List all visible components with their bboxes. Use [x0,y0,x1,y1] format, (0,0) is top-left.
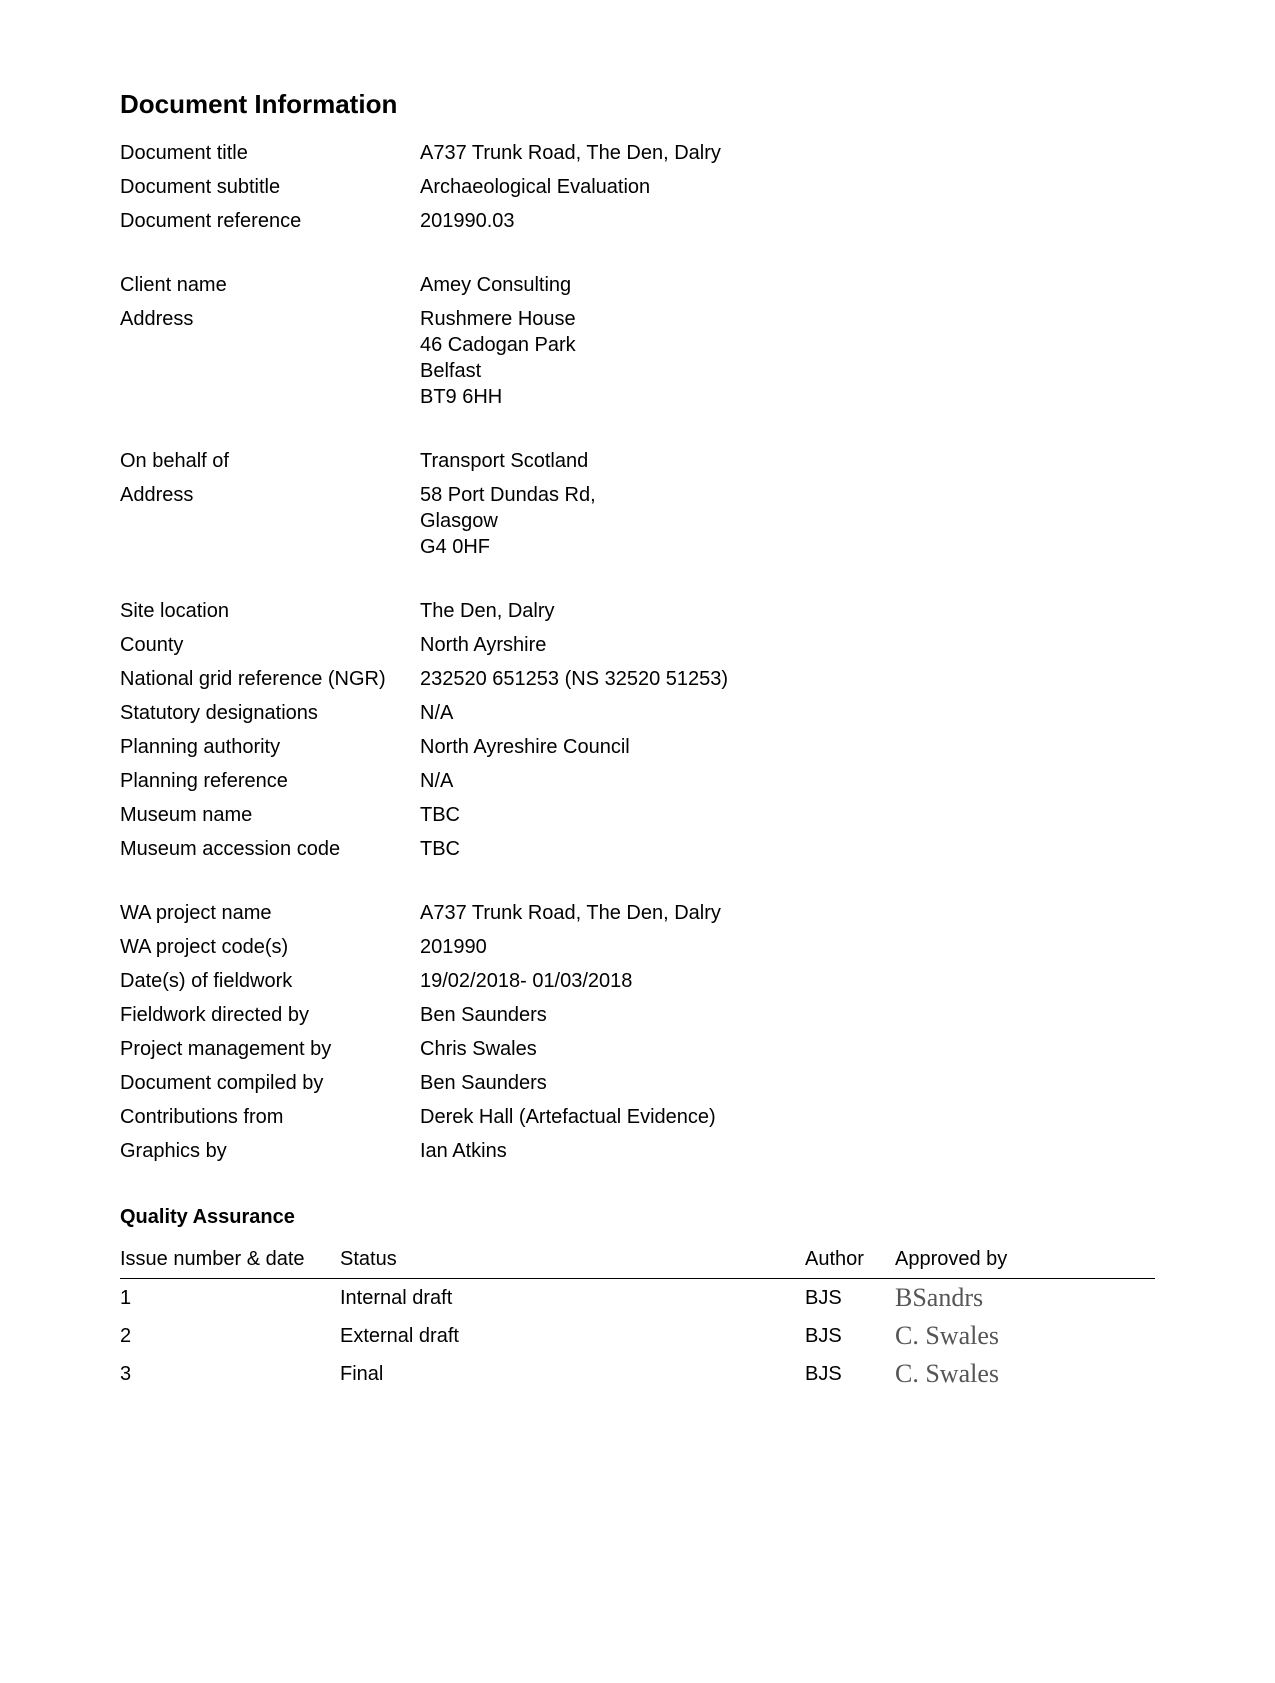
info-value: 19/02/2018- 01/03/2018 [420,968,1155,994]
info-label: Statutory designations [120,700,420,726]
info-row: WA project code(s)201990 [120,934,1155,960]
info-label: Site location [120,598,420,624]
info-row: Project management byChris Swales [120,1036,1155,1062]
info-value: Rushmere House 46 Cadogan Park Belfast B… [420,306,1155,410]
info-value: Archaeological Evaluation [420,174,1155,200]
info-label: On behalf of [120,448,420,474]
info-label: County [120,632,420,658]
info-value: A737 Trunk Road, The Den, Dalry [420,140,1155,166]
qa-cell-author: BJS [805,1285,895,1311]
info-value: 201990 [420,934,1155,960]
info-value: Ben Saunders [420,1070,1155,1096]
qa-row: 1Internal draftBJSBSandrs [120,1279,1155,1317]
info-row: Museum nameTBC [120,802,1155,828]
info-value: 201990.03 [420,208,1155,234]
info-row: WA project nameA737 Trunk Road, The Den,… [120,900,1155,926]
section-gap [120,870,1155,900]
qa-cell-issue: 2 [120,1323,340,1349]
info-label: WA project code(s) [120,934,420,960]
info-value: Derek Hall (Artefactual Evidence) [420,1104,1155,1130]
qa-header-issue: Issue number & date [120,1246,340,1272]
info-label: Graphics by [120,1138,420,1164]
info-label: Document compiled by [120,1070,420,1096]
info-row: Document titleA737 Trunk Road, The Den, … [120,140,1155,166]
info-row: Graphics byIan Atkins [120,1138,1155,1164]
info-value: 232520 651253 (NS 32520 51253) [420,666,1155,692]
info-value: North Ayrshire [420,632,1155,658]
section-gap [120,242,1155,272]
info-row: Document reference201990.03 [120,208,1155,234]
info-value: Transport Scotland [420,448,1155,474]
info-label: Contributions from [120,1104,420,1130]
info-label: Project management by [120,1036,420,1062]
info-value: TBC [420,802,1155,828]
info-row: Document subtitleArchaeological Evaluati… [120,174,1155,200]
qa-header-approved: Approved by [895,1246,1155,1272]
info-value: TBC [420,836,1155,862]
qa-cell-issue: 3 [120,1361,340,1387]
info-label: Client name [120,272,420,298]
info-value: A737 Trunk Road, The Den, Dalry [420,900,1155,926]
info-row: Document compiled byBen Saunders [120,1070,1155,1096]
qa-cell-approved-signature: BSandrs [895,1285,1155,1311]
info-row: Contributions fromDerek Hall (Artefactua… [120,1104,1155,1130]
info-value: The Den, Dalry [420,598,1155,624]
info-row: Site locationThe Den, Dalry [120,598,1155,624]
info-label: Planning authority [120,734,420,760]
qa-cell-approved-signature: C. Swales [895,1361,1155,1387]
section-gap [120,418,1155,448]
info-row: Museum accession codeTBC [120,836,1155,862]
info-value: Ben Saunders [420,1002,1155,1028]
info-row: National grid reference (NGR)232520 6512… [120,666,1155,692]
info-label: Date(s) of fieldwork [120,968,420,994]
qa-cell-status: External draft [340,1323,805,1349]
qa-cell-author: BJS [805,1361,895,1387]
section-gap [120,568,1155,598]
info-value: Chris Swales [420,1036,1155,1062]
info-row: Planning authorityNorth Ayreshire Counci… [120,734,1155,760]
qa-header-author: Author [805,1246,895,1272]
info-value: 58 Port Dundas Rd, Glasgow G4 0HF [420,482,1155,560]
info-label: Fieldwork directed by [120,1002,420,1028]
info-row: Planning referenceN/A [120,768,1155,794]
info-label: WA project name [120,900,420,926]
info-label: Document title [120,140,420,166]
qa-cell-status: Final [340,1361,805,1387]
info-row: Date(s) of fieldwork19/02/2018- 01/03/20… [120,968,1155,994]
info-value: Amey Consulting [420,272,1155,298]
info-row: CountyNorth Ayrshire [120,632,1155,658]
info-label: Address [120,482,420,560]
info-value: N/A [420,700,1155,726]
qa-header-status: Status [340,1246,805,1272]
info-label: Planning reference [120,768,420,794]
info-row: On behalf ofTransport Scotland [120,448,1155,474]
qa-row: 2External draftBJSC. Swales [120,1317,1155,1355]
qa-rows-container: 1Internal draftBJSBSandrs2External draft… [120,1279,1155,1393]
info-row: Address58 Port Dundas Rd, Glasgow G4 0HF [120,482,1155,560]
info-label: National grid reference (NGR) [120,666,420,692]
info-row: Fieldwork directed byBen Saunders [120,1002,1155,1028]
info-label: Museum accession code [120,836,420,862]
info-label: Address [120,306,420,410]
info-label: Document subtitle [120,174,420,200]
qa-cell-issue: 1 [120,1285,340,1311]
info-row: Statutory designationsN/A [120,700,1155,726]
info-value: N/A [420,768,1155,794]
qa-cell-author: BJS [805,1323,895,1349]
info-value: North Ayreshire Council [420,734,1155,760]
info-row: AddressRushmere House 46 Cadogan Park Be… [120,306,1155,410]
qa-cell-status: Internal draft [340,1285,805,1311]
info-row: Client nameAmey Consulting [120,272,1155,298]
qa-row: 3FinalBJSC. Swales [120,1355,1155,1393]
qa-cell-approved-signature: C. Swales [895,1323,1155,1349]
qa-heading: Quality Assurance [120,1204,1155,1230]
qa-header-row: Issue number & date Status Author Approv… [120,1240,1155,1279]
info-value: Ian Atkins [420,1138,1155,1164]
page-title: Document Information [120,88,1155,122]
info-label: Museum name [120,802,420,828]
info-label: Document reference [120,208,420,234]
qa-table: Issue number & date Status Author Approv… [120,1240,1155,1393]
document-information-section: Document titleA737 Trunk Road, The Den, … [120,140,1155,1164]
document-page: Document Information Document titleA737 … [0,0,1275,1513]
